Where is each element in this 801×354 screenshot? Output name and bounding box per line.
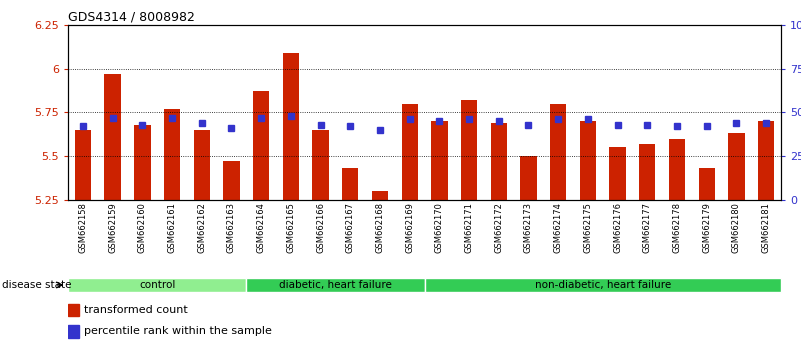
Bar [431, 121, 448, 200]
Bar [669, 139, 685, 200]
Bar [74, 130, 91, 200]
Text: transformed count: transformed count [84, 305, 188, 315]
Bar [550, 104, 566, 200]
Bar [68, 278, 247, 292]
Bar [312, 130, 328, 200]
Bar [372, 191, 388, 200]
Bar [223, 161, 239, 200]
Bar [342, 169, 358, 200]
Bar [521, 156, 537, 200]
Bar [135, 125, 151, 200]
Bar [68, 304, 79, 316]
Text: GSM662174: GSM662174 [553, 202, 562, 253]
Text: GSM662172: GSM662172 [494, 202, 503, 253]
Text: GSM662180: GSM662180 [732, 202, 741, 253]
Bar [247, 278, 425, 292]
Bar [425, 278, 781, 292]
Text: GSM662163: GSM662163 [227, 202, 236, 253]
Text: disease state: disease state [2, 280, 71, 290]
Text: GSM662159: GSM662159 [108, 202, 117, 252]
Text: GSM662164: GSM662164 [256, 202, 266, 253]
Text: GSM662170: GSM662170 [435, 202, 444, 253]
Bar [580, 121, 596, 200]
Text: GSM662178: GSM662178 [673, 202, 682, 253]
Bar [758, 121, 775, 200]
Bar [283, 53, 299, 200]
Bar [104, 74, 121, 200]
Bar [610, 148, 626, 200]
Text: GSM662175: GSM662175 [583, 202, 593, 253]
Text: GSM662161: GSM662161 [167, 202, 176, 253]
Text: GSM662181: GSM662181 [762, 202, 771, 253]
Text: GSM662171: GSM662171 [465, 202, 473, 253]
Text: GSM662167: GSM662167 [346, 202, 355, 253]
Text: GSM662160: GSM662160 [138, 202, 147, 253]
Text: control: control [139, 280, 175, 290]
Text: GSM662162: GSM662162 [197, 202, 206, 253]
Bar [728, 133, 745, 200]
Text: GSM662165: GSM662165 [287, 202, 296, 253]
Bar [461, 100, 477, 200]
Text: GSM662173: GSM662173 [524, 202, 533, 253]
Text: GSM662166: GSM662166 [316, 202, 325, 253]
Bar [194, 130, 210, 200]
Bar [401, 104, 418, 200]
Text: percentile rank within the sample: percentile rank within the sample [84, 326, 272, 336]
Text: GSM662177: GSM662177 [643, 202, 652, 253]
Text: diabetic, heart failure: diabetic, heart failure [279, 280, 392, 290]
Text: GSM662168: GSM662168 [376, 202, 384, 253]
Bar [164, 109, 180, 200]
Text: GSM662176: GSM662176 [613, 202, 622, 253]
Text: GDS4314 / 8008982: GDS4314 / 8008982 [68, 11, 195, 24]
Text: GSM662169: GSM662169 [405, 202, 414, 253]
Bar [639, 144, 655, 200]
Bar [698, 169, 714, 200]
Bar [68, 325, 79, 338]
Text: GSM662179: GSM662179 [702, 202, 711, 253]
Text: non-diabetic, heart failure: non-diabetic, heart failure [534, 280, 671, 290]
Bar [491, 123, 507, 200]
Bar [253, 91, 269, 200]
Text: GSM662158: GSM662158 [78, 202, 87, 253]
